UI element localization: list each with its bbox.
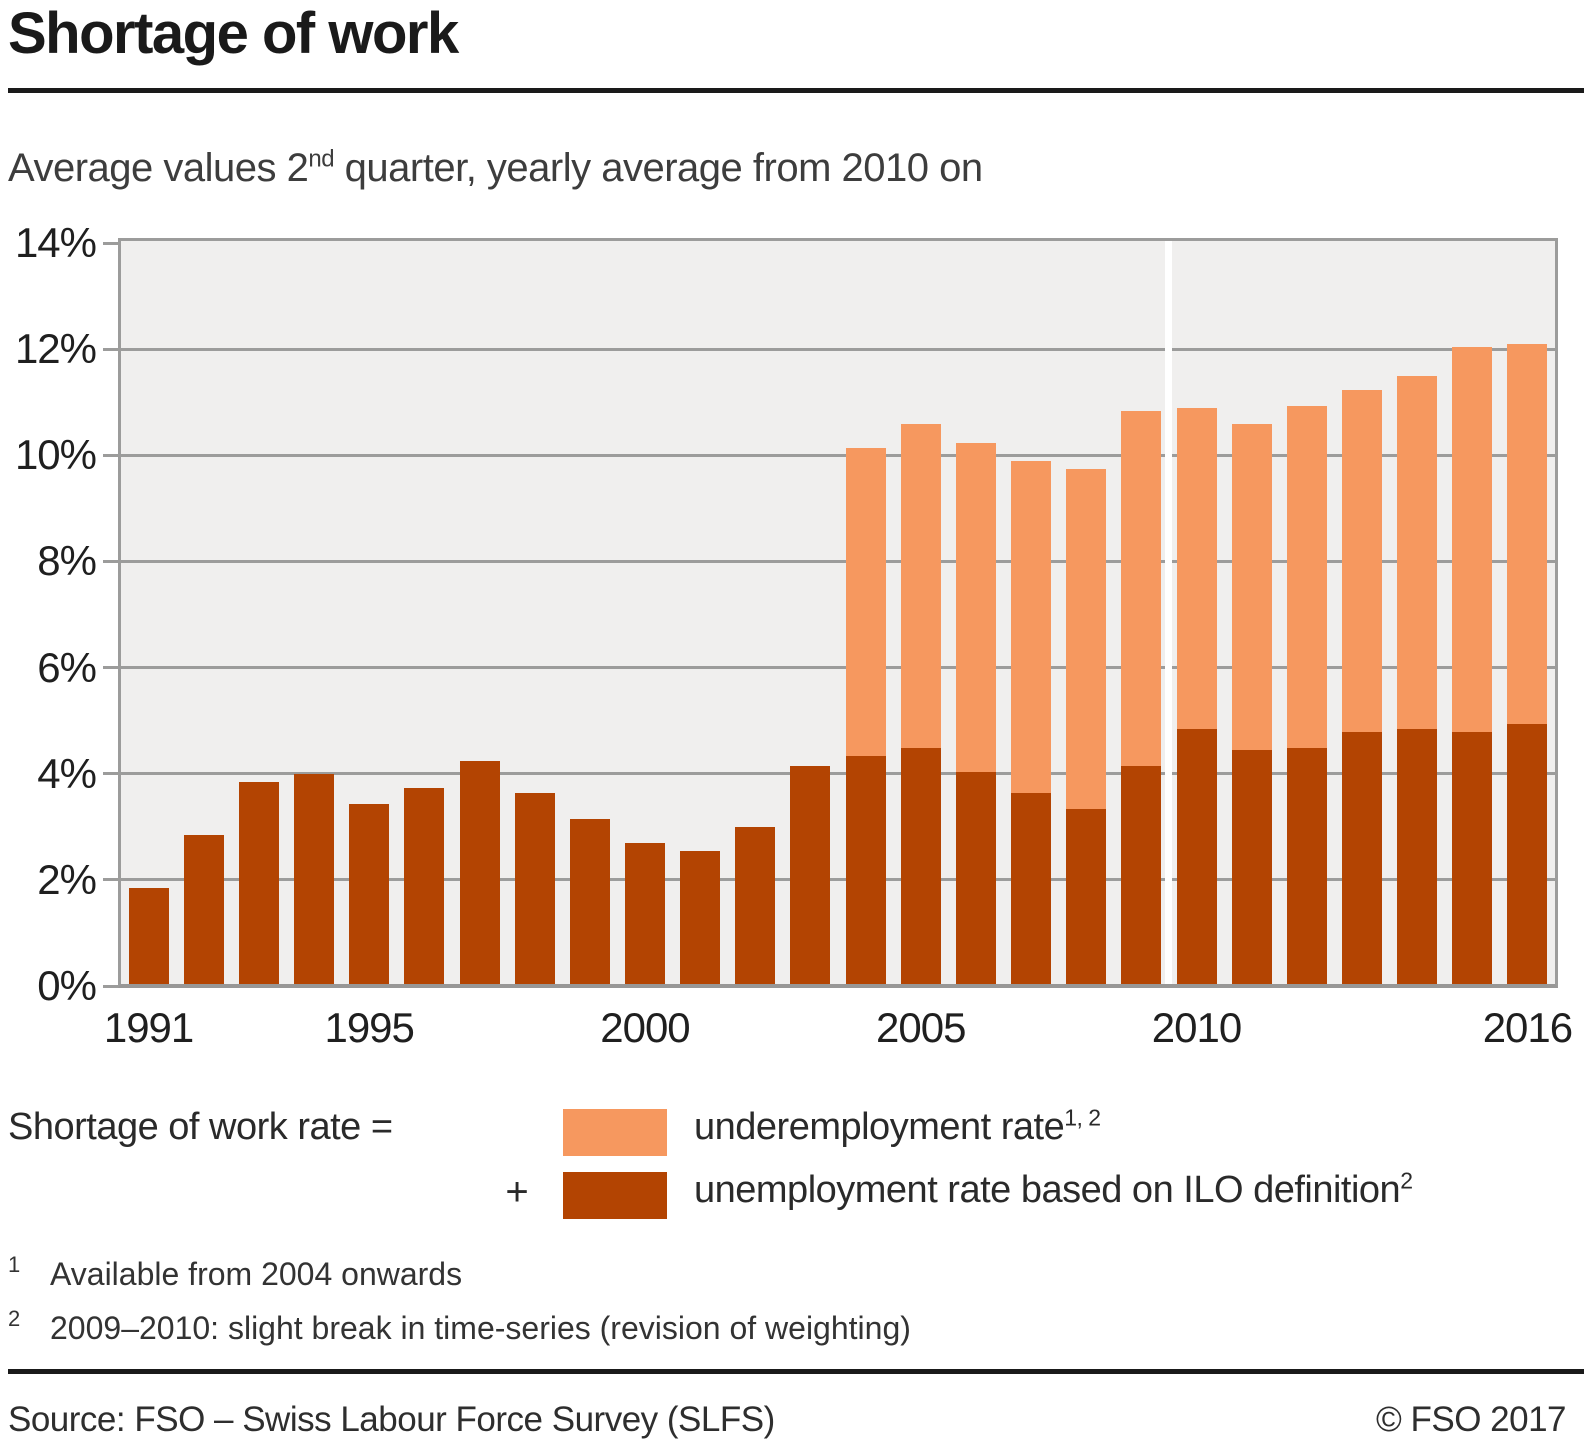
x-axis-label-1995: 1995 [324, 1004, 414, 1051]
gridline-2pct [121, 878, 1555, 882]
legend-item-unemployment: unemployment rate based on ILO definitio… [694, 1167, 1413, 1212]
subtitle-superscript: nd [308, 145, 335, 173]
bar-2008-unemployment [1066, 808, 1107, 984]
chart-subtitle: Average values 2nd quarter, yearly avera… [8, 146, 983, 191]
time-series-break-line [1165, 241, 1173, 984]
bar-2011-unemployment [1231, 750, 1272, 984]
y-axis-label-6pct: 6% [37, 643, 97, 691]
bar-2013-underemployment [1341, 389, 1382, 732]
bar-2007-unemployment [1011, 792, 1052, 984]
bar-2010-unemployment [1176, 729, 1217, 984]
bar-2010-underemployment [1176, 408, 1217, 730]
bar-1999-unemployment [569, 819, 610, 984]
y-axis-tick-14pct [103, 241, 118, 245]
bar-2000-unemployment [624, 843, 665, 984]
bar-1991-unemployment [128, 888, 169, 984]
bar-2001-unemployment [680, 851, 721, 984]
bar-2006-underemployment [955, 442, 996, 772]
legend-swatch-unemployment [563, 1172, 667, 1219]
footnote-1-marker: 1 [8, 1252, 21, 1277]
gridline-6pct [121, 666, 1555, 670]
subtitle-suffix: quarter, yearly average from 2010 on [334, 146, 983, 190]
y-axis-tick-10pct [103, 453, 118, 457]
bar-2007-underemployment [1011, 461, 1052, 793]
y-axis-label-4pct: 4% [37, 749, 97, 797]
x-axis-label-2005: 2005 [876, 1004, 966, 1051]
y-axis-label-2pct: 2% [37, 855, 97, 903]
bar-2014-unemployment [1397, 729, 1438, 984]
bar-1993-unemployment [238, 782, 279, 984]
y-axis-tick-6pct [103, 666, 118, 670]
bar-1994-unemployment [294, 774, 335, 984]
y-axis-tick-4pct [103, 772, 118, 776]
gridline-12pct [121, 347, 1555, 351]
copyright-text: © FSO 2017 [1375, 1400, 1567, 1439]
page-title: Shortage of work [8, 1, 459, 66]
bar-2006-unemployment [955, 771, 996, 984]
gridline-10pct [121, 453, 1555, 457]
bar-2016-underemployment [1507, 344, 1548, 724]
footer-rule [8, 1369, 1584, 1374]
bar-2012-underemployment [1286, 405, 1327, 748]
footnote-2-marker: 2 [8, 1306, 21, 1331]
bar-2011-underemployment [1231, 424, 1272, 751]
bar-2016-unemployment [1507, 723, 1548, 984]
y-axis-label-10pct: 10% [14, 431, 97, 479]
bar-2005-unemployment [900, 747, 941, 984]
gridline-8pct [121, 559, 1555, 563]
legend-item-underemployment: underemployment rate1, 2 [694, 1106, 1101, 1149]
bar-2015-unemployment [1452, 731, 1493, 984]
bar-2002-unemployment [735, 827, 776, 984]
bar-1992-unemployment [183, 835, 224, 984]
x-axis-label-2010: 2010 [1151, 1004, 1242, 1051]
footnote-2-text: 2009–2010: slight break in time-series (… [50, 1310, 911, 1346]
y-axis-tick-12pct [103, 347, 118, 351]
bar-2008-underemployment [1066, 469, 1107, 809]
bar-2005-underemployment [900, 424, 941, 748]
x-axis-label-1991: 1991 [103, 1004, 194, 1051]
bar-2012-unemployment [1286, 747, 1327, 984]
legend-plus-sign: + [505, 1170, 529, 1214]
y-axis-label-0pct: 0% [37, 962, 97, 1009]
title-rule [8, 88, 1584, 93]
footnote-2: 2 2009–2010: slight break in time-series … [8, 1306, 911, 1347]
x-axis-label-2016: 2016 [1482, 1004, 1573, 1051]
bar-1997-unemployment [459, 761, 500, 984]
bar-2004-underemployment [845, 447, 886, 756]
bar-1998-unemployment [514, 792, 555, 984]
y-axis-tick-2pct [103, 878, 118, 882]
legend-formula-label: Shortage of work rate = [8, 1106, 393, 1148]
footnote-1-text: Available from 2004 onwards [50, 1256, 463, 1292]
subtitle-prefix: Average values 2 [8, 146, 309, 190]
source-text: Source: FSO – Swiss Labour Force Survey … [8, 1400, 775, 1439]
legend-swatch-underemployment [563, 1109, 667, 1156]
bar-2015-underemployment [1452, 347, 1493, 732]
bar-2014-underemployment [1397, 376, 1438, 730]
legend-superscript-underemployment: 1, 2 [1064, 1104, 1101, 1131]
y-axis-label-14pct: 14% [14, 219, 97, 266]
y-axis-label-12pct: 12% [14, 325, 97, 373]
legend-label-unemployment: unemployment rate based on ILO definitio… [694, 1169, 1401, 1211]
bar-2004-unemployment [845, 755, 886, 984]
bar-2003-unemployment [790, 766, 831, 984]
bar-2013-unemployment [1341, 731, 1382, 984]
legend-label-underemployment: underemployment rate [694, 1106, 1065, 1148]
legend-superscript-unemployment: 2 [1400, 1167, 1413, 1194]
y-axis-label-8pct: 8% [37, 537, 97, 585]
bar-1996-unemployment [404, 787, 445, 984]
y-axis-tick-8pct [103, 559, 118, 563]
footnote-1: 1 Available from 2004 onwards [8, 1252, 463, 1293]
gridline-4pct [121, 772, 1555, 776]
bar-2009-unemployment [1121, 766, 1162, 984]
bar-2009-underemployment [1121, 410, 1162, 767]
x-axis-label-2000: 2000 [600, 1004, 690, 1051]
y-axis-tick-0pct [103, 984, 118, 988]
bar-1995-unemployment [349, 803, 390, 984]
